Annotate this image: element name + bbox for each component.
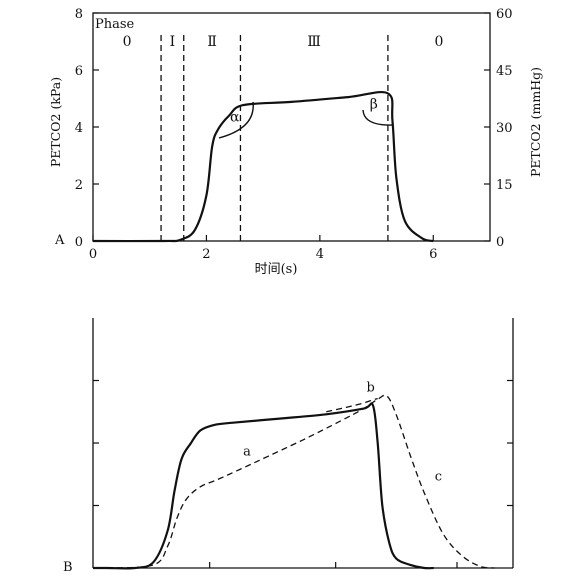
panel-a-x-axis-title: 时间(s)	[255, 262, 298, 277]
panel-a-left-ticks: 0 2 4 6 8	[75, 7, 99, 250]
panel-a-right-tick-label: 15	[496, 178, 513, 193]
panel-b-ticks	[93, 379, 513, 568]
panel-a-left-tick-label: 2	[75, 178, 83, 193]
panel-b-dashed-overlay	[326, 397, 378, 413]
panel-a-left-tick-label: 4	[75, 121, 83, 136]
phase-header: Phase	[95, 17, 135, 32]
panel-b-solid-line	[93, 402, 434, 570]
alpha-angle-arc	[218, 101, 254, 139]
phase-label: Ⅲ	[307, 34, 321, 50]
panel-a-frame	[92, 12, 491, 242]
beta-angle-arc	[362, 109, 394, 126]
panel-a-right-axis-title: PETCO2 (mmHg)	[528, 67, 543, 177]
panel-a-right-tick-label: 30	[496, 121, 513, 136]
panel-a-x-ticks: 0 2 4 6	[89, 235, 437, 262]
panel-b-curve-labels: a b c	[243, 380, 442, 484]
phase-label: 0	[434, 34, 443, 50]
angle-label: α	[230, 109, 240, 125]
phase-label: Ⅰ	[170, 34, 176, 50]
phase-label: Ⅱ	[207, 34, 217, 50]
panel-b-dashed-line	[106, 394, 495, 569]
panel-a-left-tick-label: 6	[75, 64, 83, 79]
panel-a-label: A	[54, 233, 65, 248]
panel-a-phase-boundaries	[160, 35, 389, 241]
panel-a-x-tick-label: 6	[429, 247, 437, 262]
panel-a-right-tick-label: 0	[496, 235, 504, 250]
panel-a-phase-labels: 0 Ⅰ Ⅱ Ⅲ 0	[123, 34, 444, 50]
panel-a-left-tick-label: 0	[75, 235, 83, 250]
panel-a-right-tick-label: 45	[496, 64, 513, 79]
panel-a-x-tick-label: 4	[316, 247, 324, 262]
panel-a-x-tick-label: 0	[89, 247, 97, 262]
panel-a-angle-labels: αβ	[230, 96, 378, 125]
panel-a-left-tick-label: 8	[75, 7, 83, 22]
panel-a-right-ticks: 0 15 30 45 60	[484, 7, 513, 250]
curve-label: c	[435, 470, 442, 485]
panel-a-x-tick-label: 2	[202, 247, 210, 262]
angle-label: β	[370, 96, 378, 112]
curve-label: b	[367, 380, 375, 395]
curve-label: a	[243, 445, 251, 460]
panel-b-chart: a b c B	[63, 318, 514, 575]
panel-b-label: B	[63, 560, 73, 575]
panel-a-right-tick-label: 60	[496, 7, 513, 22]
panel-a-left-axis-title: PETCO2 (kPa)	[48, 77, 63, 167]
panel-a-capnogram-line	[92, 90, 434, 243]
phase-label: 0	[123, 34, 132, 50]
